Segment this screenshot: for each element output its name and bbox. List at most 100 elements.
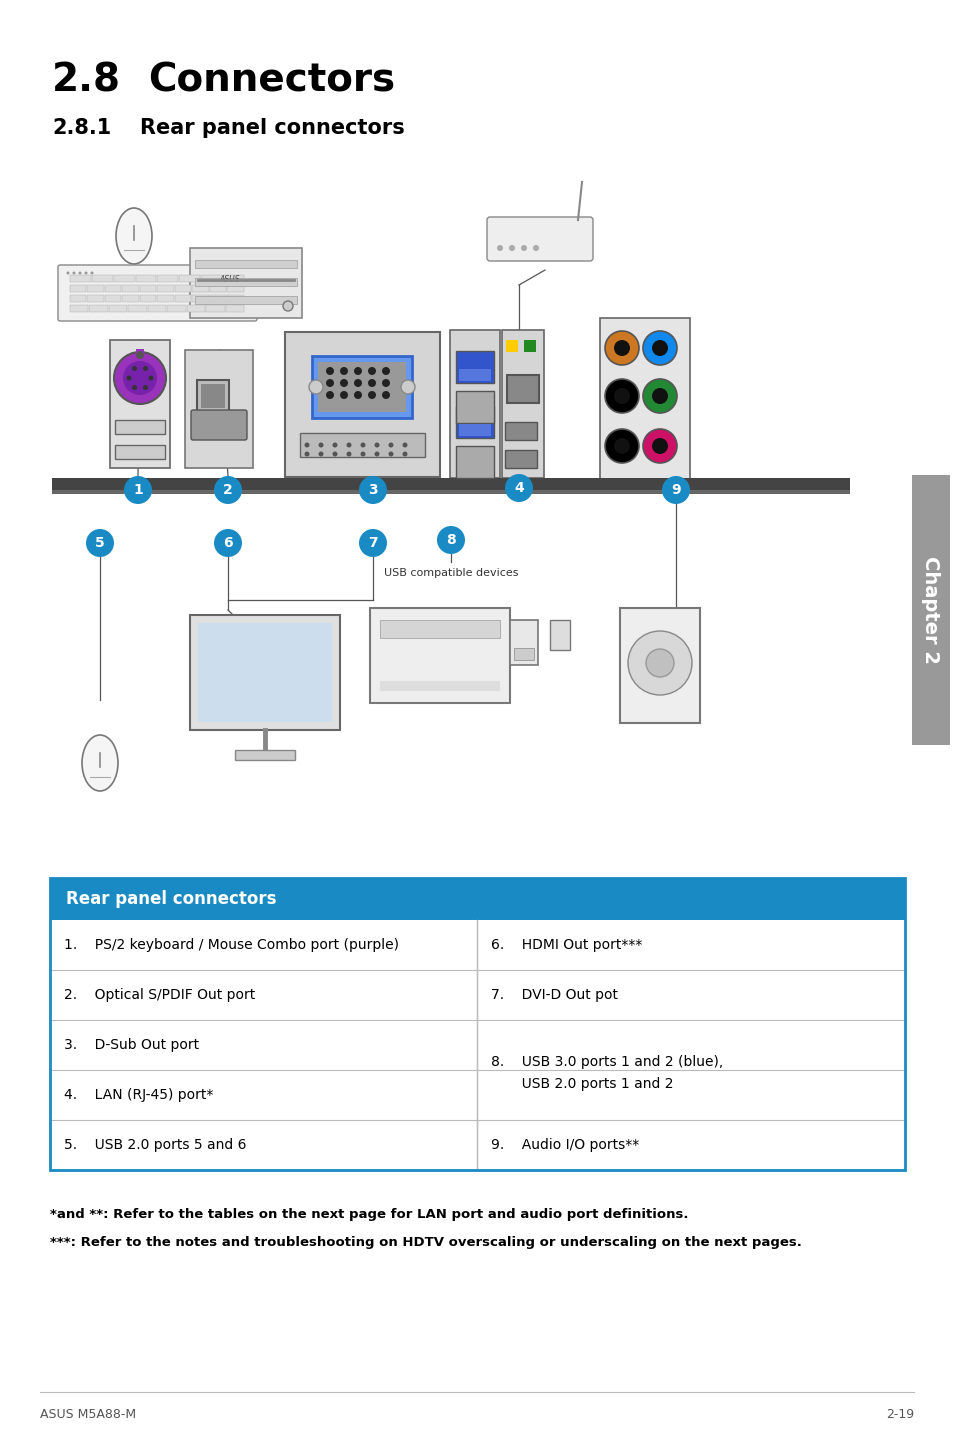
Bar	[206, 305, 224, 312]
Circle shape	[614, 388, 629, 404]
Bar	[135, 275, 156, 282]
Circle shape	[651, 339, 667, 357]
Circle shape	[402, 452, 407, 456]
Text: 8: 8	[446, 533, 456, 546]
Circle shape	[283, 301, 293, 311]
Bar	[619, 608, 700, 723]
Circle shape	[368, 367, 375, 375]
Bar	[88, 285, 104, 292]
Ellipse shape	[82, 735, 118, 791]
Circle shape	[604, 429, 639, 463]
Bar	[599, 318, 689, 480]
Text: ***: Refer to the notes and troubleshooting on HDTV overscaling or underscaling : ***: Refer to the notes and troubleshoot…	[50, 1237, 801, 1250]
Text: *and **: Refer to the tables on the next page for LAN port and audio port defini: *and **: Refer to the tables on the next…	[50, 1208, 688, 1221]
Bar	[285, 332, 439, 477]
Text: Chapter 2: Chapter 2	[921, 557, 940, 664]
Text: 9.    Audio I/O ports**: 9. Audio I/O ports**	[491, 1137, 639, 1152]
Circle shape	[213, 476, 242, 503]
Text: 2.    Optical S/PDIF Out port: 2. Optical S/PDIF Out port	[64, 988, 255, 1002]
Circle shape	[339, 367, 348, 375]
Bar	[109, 305, 127, 312]
Bar	[185, 349, 253, 467]
Circle shape	[520, 244, 526, 252]
Circle shape	[497, 244, 502, 252]
Bar	[174, 285, 192, 292]
Circle shape	[304, 443, 309, 447]
Bar	[122, 285, 139, 292]
Text: 7: 7	[368, 536, 377, 549]
Circle shape	[132, 385, 137, 390]
Text: 4.    LAN (RJ-45) port*: 4. LAN (RJ-45) port*	[64, 1089, 213, 1102]
Circle shape	[91, 272, 93, 275]
Circle shape	[388, 443, 393, 447]
Circle shape	[642, 429, 677, 463]
Bar	[550, 620, 569, 650]
Circle shape	[651, 439, 667, 454]
Circle shape	[375, 443, 379, 447]
Bar	[194, 260, 296, 267]
Text: 2: 2	[223, 483, 233, 498]
Bar	[510, 620, 537, 664]
FancyBboxPatch shape	[191, 410, 247, 440]
Bar	[198, 623, 332, 722]
Bar	[50, 879, 904, 920]
Bar	[312, 357, 412, 418]
Text: 5.    USB 2.0 ports 5 and 6: 5. USB 2.0 ports 5 and 6	[64, 1137, 246, 1152]
Bar	[157, 295, 173, 302]
Bar	[458, 370, 491, 381]
Bar	[115, 420, 165, 434]
Circle shape	[354, 367, 361, 375]
Bar	[456, 351, 494, 383]
Bar	[140, 285, 156, 292]
Bar	[193, 295, 209, 302]
Circle shape	[127, 375, 132, 381]
Circle shape	[333, 443, 337, 447]
Bar	[456, 406, 494, 439]
Circle shape	[318, 443, 323, 447]
Bar	[110, 339, 170, 467]
Bar	[227, 285, 244, 292]
Text: 6: 6	[223, 536, 233, 549]
Circle shape	[358, 476, 387, 503]
Bar	[450, 329, 499, 477]
Circle shape	[326, 391, 334, 398]
Ellipse shape	[116, 209, 152, 265]
Bar	[379, 682, 499, 692]
Circle shape	[402, 443, 407, 447]
Circle shape	[143, 367, 148, 371]
Circle shape	[143, 385, 148, 390]
Bar	[523, 339, 536, 352]
Text: 3.    D-Sub Out port: 3. D-Sub Out port	[64, 1038, 199, 1053]
Circle shape	[604, 331, 639, 365]
Bar	[201, 384, 225, 408]
Bar	[190, 247, 302, 318]
Bar	[90, 305, 108, 312]
Text: 8.    USB 3.0 ports 1 and 2 (blue),: 8. USB 3.0 ports 1 and 2 (blue),	[491, 1055, 723, 1068]
Bar	[148, 305, 166, 312]
Text: 1.    PS/2 keyboard / Mouse Combo port (purple): 1. PS/2 keyboard / Mouse Combo port (pur…	[64, 938, 398, 952]
Circle shape	[627, 631, 691, 695]
Bar	[504, 450, 537, 467]
Bar	[370, 608, 510, 703]
Bar	[227, 295, 244, 302]
Circle shape	[123, 361, 157, 395]
Bar	[379, 620, 499, 638]
Circle shape	[85, 272, 88, 275]
Circle shape	[132, 367, 137, 371]
Bar	[157, 275, 178, 282]
Bar	[50, 879, 904, 1171]
Text: USB 2.0 ports 1 and 2: USB 2.0 ports 1 and 2	[491, 1077, 673, 1091]
Circle shape	[67, 272, 70, 275]
Circle shape	[614, 339, 629, 357]
Circle shape	[651, 388, 667, 404]
Bar	[174, 295, 192, 302]
Circle shape	[642, 331, 677, 365]
Circle shape	[339, 380, 348, 387]
Circle shape	[533, 244, 538, 252]
Text: 1: 1	[133, 483, 143, 498]
Bar	[140, 295, 156, 302]
Circle shape	[368, 391, 375, 398]
Bar	[122, 295, 139, 302]
Bar	[201, 275, 222, 282]
Bar	[70, 295, 87, 302]
